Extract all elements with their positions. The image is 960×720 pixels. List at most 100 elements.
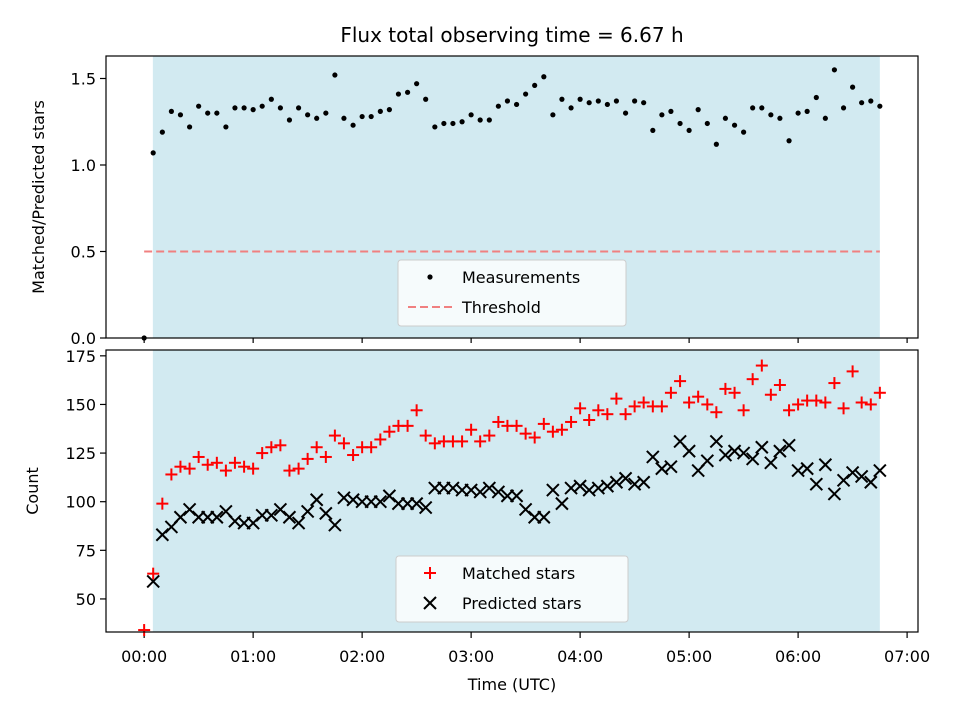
predicted-star-point: [873, 463, 887, 478]
measurement-point: [486, 117, 492, 123]
matched-star-point: [628, 400, 641, 413]
predicted-stars-points: [146, 434, 887, 589]
count-y-axis-label: Count: [23, 467, 42, 515]
matched-star-point: [764, 388, 777, 401]
matched-star-point: [583, 414, 596, 427]
measurement-point: [831, 67, 838, 73]
matched-star-point: [365, 441, 378, 454]
matched-star-point: [319, 450, 332, 463]
measurement-point: [559, 96, 565, 102]
predicted-star-point: [854, 469, 869, 484]
matched-star-point: [310, 441, 323, 454]
measurement-point: [186, 124, 193, 130]
measurement-point: [840, 105, 847, 111]
measurement-point: [759, 105, 765, 111]
measurement-point: [386, 107, 392, 113]
matched-star-point: [674, 375, 687, 388]
measurement-point: [750, 105, 756, 111]
measurement-point: [568, 105, 574, 111]
matched-star-point: [810, 394, 823, 407]
predicted-star-point: [646, 450, 660, 464]
matched-star-point: [247, 462, 260, 475]
measurement-point: [668, 108, 674, 114]
matched-star-point: [701, 398, 714, 411]
matched-star-point: [555, 423, 568, 436]
measurement-point: [677, 120, 683, 127]
measurement-point: [722, 115, 729, 121]
count-y-tick-label: 100: [65, 493, 96, 512]
matched-star-point: [301, 452, 314, 465]
predicted-star-point: [682, 444, 696, 458]
matched-star-point: [783, 404, 796, 417]
predicted-star-point: [573, 479, 587, 493]
measurement-point: [513, 101, 520, 108]
measurement-point: [332, 72, 338, 78]
measurement-point: [441, 120, 447, 127]
ratio-y-tick-label: 0.5: [71, 242, 96, 261]
matched-star-point: [510, 419, 523, 432]
predicted-star-point: [546, 483, 560, 497]
measurement-point: [241, 105, 247, 111]
measurement-point: [323, 110, 329, 116]
predicted-star-point: [782, 438, 796, 453]
predicted-star-point: [600, 479, 615, 493]
matched-star-point: [537, 417, 550, 430]
measurement-point: [223, 124, 229, 130]
measurement-point: [523, 91, 529, 97]
measurement-point: [468, 112, 474, 118]
matched-star-point: [664, 386, 677, 399]
matched-star-point: [419, 429, 432, 442]
matched-star-point: [283, 464, 296, 477]
matched-star-point: [456, 435, 469, 448]
count-x-tick-label: 04:00: [557, 647, 603, 666]
predicted-star-point: [618, 471, 633, 486]
predicted-star-point: [745, 452, 760, 466]
measurement-point: [177, 112, 184, 118]
chart-title: Flux total observing time = 6.67 h: [340, 23, 683, 47]
matched-star-point: [383, 425, 396, 438]
matched-star-point: [873, 386, 886, 399]
matched-star-point: [228, 456, 241, 469]
predicted-star-point: [845, 465, 860, 480]
predicted-star-point: [264, 508, 279, 523]
predicted-star-point: [864, 475, 878, 489]
predicted-star-point: [773, 444, 787, 458]
matched-star-point: [138, 624, 151, 637]
legend-threshold-label: Threshold: [461, 298, 541, 317]
measurement-points: [141, 67, 883, 341]
predicted-star-point: [755, 440, 769, 454]
predicted-star-point: [800, 461, 814, 476]
matched-star-point: [492, 415, 505, 428]
ratio-panel: 0.0 0.5 1.0 1.5 Matched/Predicted stars Mea…: [29, 55, 919, 348]
measurement-point: [859, 100, 865, 106]
matched-star-point: [219, 464, 232, 477]
measurement-point: [641, 100, 647, 106]
matched-star-point: [792, 398, 805, 411]
x-axis-label: Time (UTC): [467, 675, 556, 694]
predicted-star-point: [636, 475, 651, 489]
measurement-point: [741, 129, 747, 135]
measurement-point: [650, 127, 656, 133]
matched-star-point: [683, 396, 696, 409]
measurement-point: [295, 105, 302, 111]
predicted-star-point: [418, 500, 433, 515]
predicted-star-point: [409, 496, 424, 511]
matched-star-point: [855, 396, 868, 409]
predicted-star-point: [718, 448, 733, 462]
count-x-tick-label: 01:00: [230, 647, 276, 666]
measurement-point: [404, 89, 411, 95]
measurement-point: [586, 100, 592, 106]
count-axes-frame: [105, 349, 919, 633]
matched-star-point: [719, 382, 732, 395]
matched-star-point: [274, 439, 287, 452]
measurement-point: [159, 129, 165, 135]
count-legend-box: [395, 555, 629, 623]
count-y-tick-label: 150: [65, 395, 96, 414]
ratio-legend-box: [397, 259, 627, 327]
predicted-star-point: [827, 487, 842, 501]
ratio-y-tick-label: 0.0: [71, 329, 96, 348]
measurement-point: [704, 120, 710, 127]
measurement-point: [604, 101, 610, 108]
matched-star-point: [746, 373, 759, 386]
